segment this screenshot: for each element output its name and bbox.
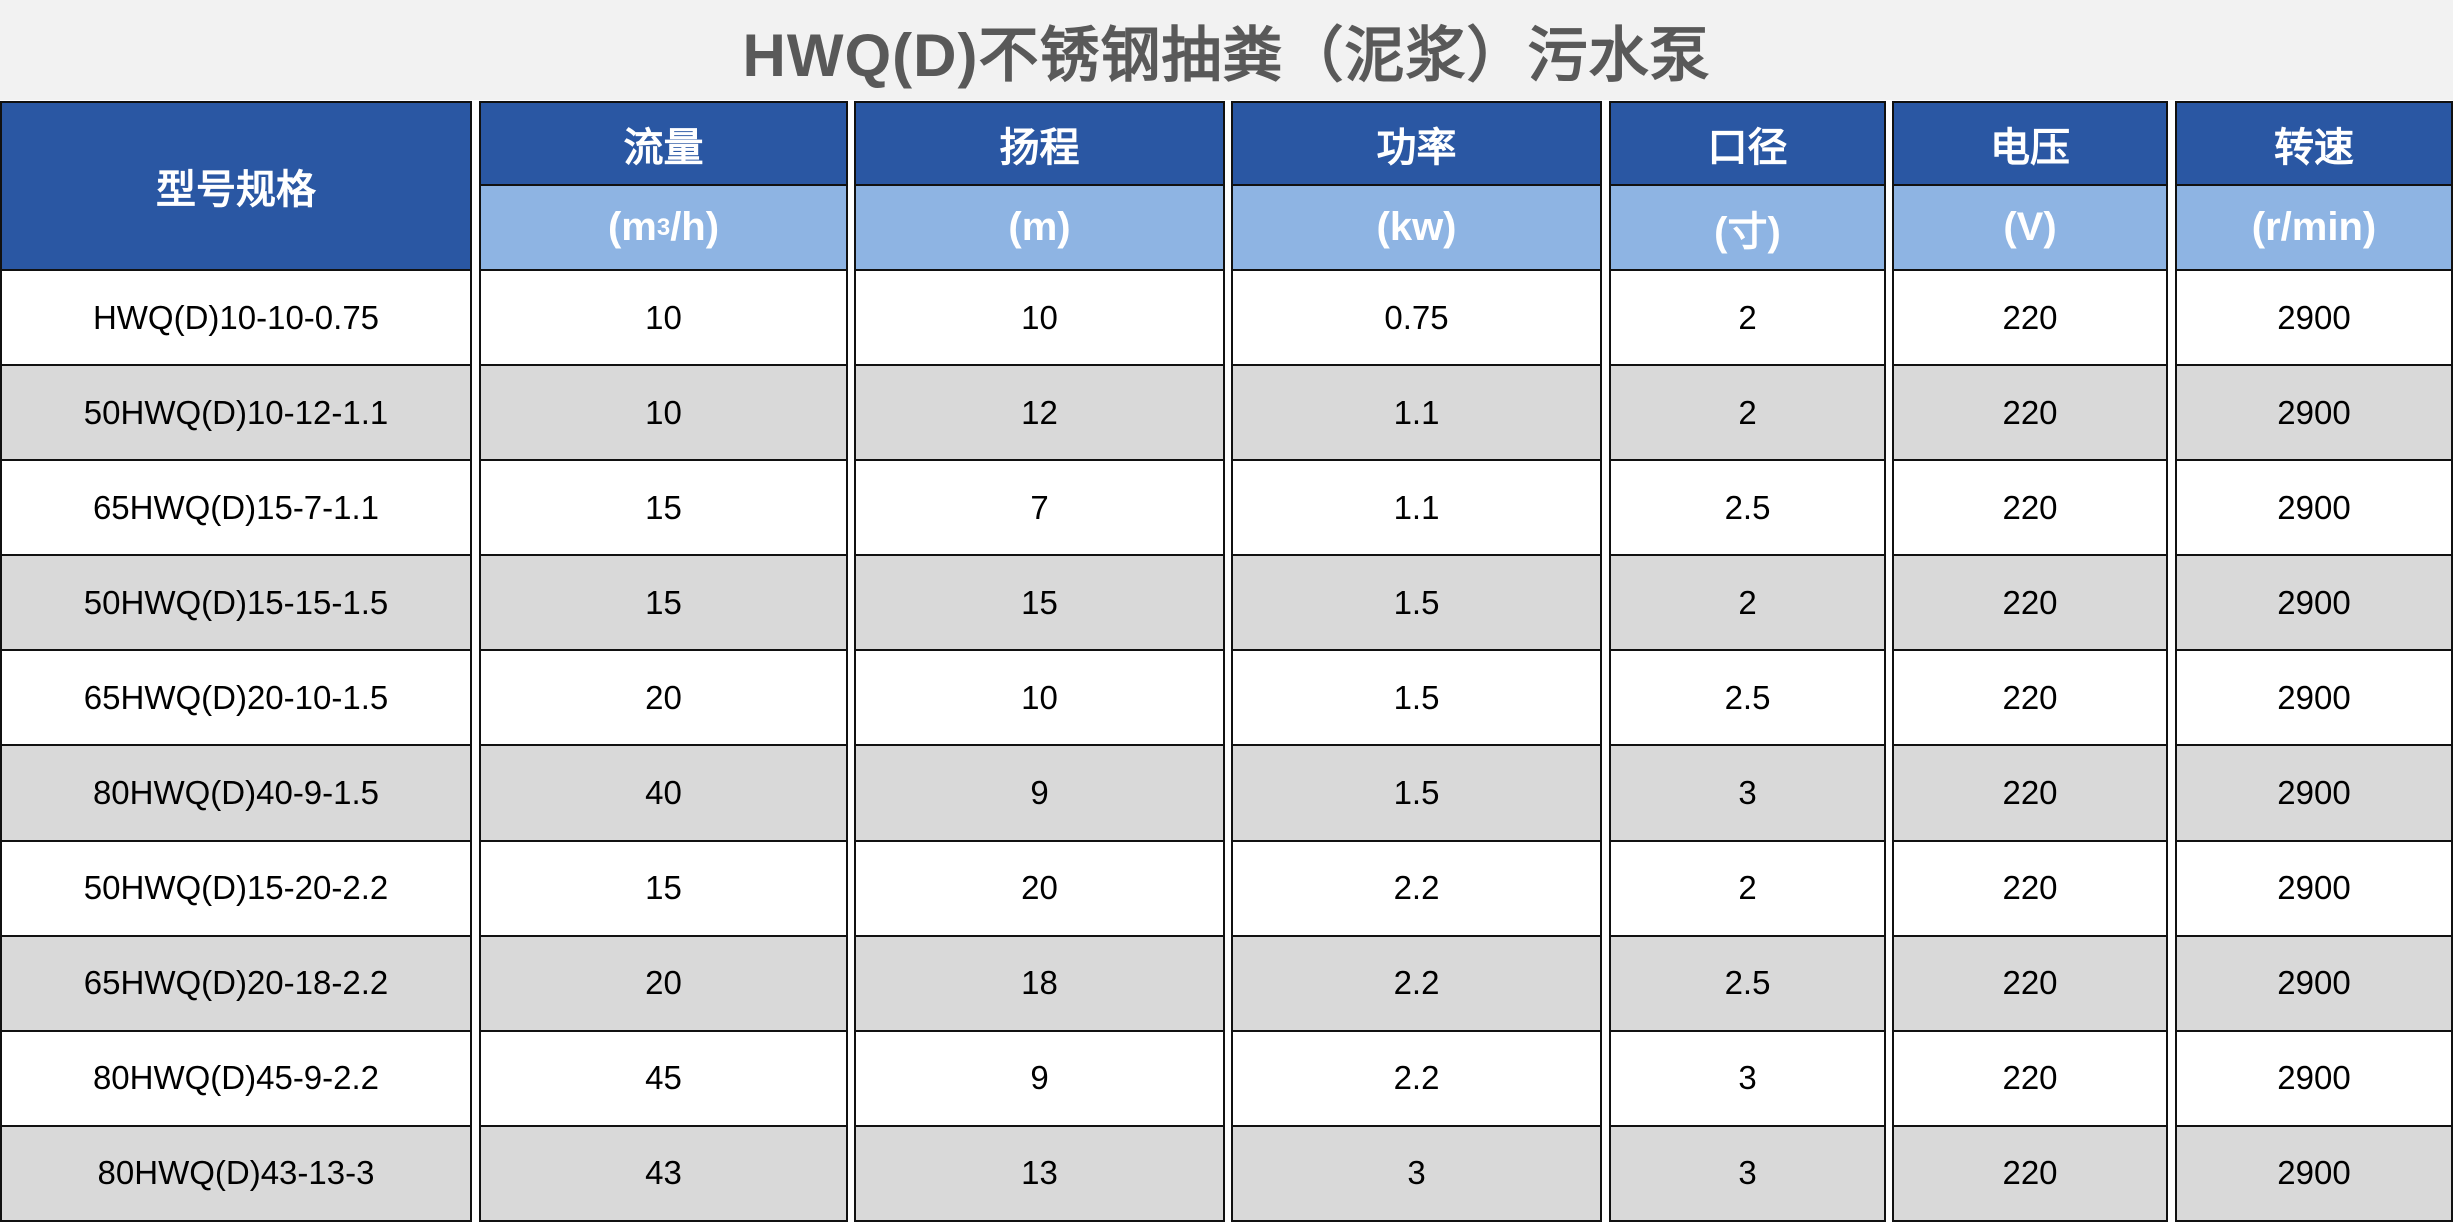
cell-head: 12 — [854, 366, 1225, 462]
cell-speed: 2900 — [2175, 461, 2453, 557]
cell-voltage: 220 — [1892, 271, 2168, 367]
cell-diameter: 3 — [1609, 1126, 1886, 1222]
cell-speed: 2900 — [2175, 1126, 2453, 1222]
cell-speed: 2900 — [2175, 556, 2453, 652]
cell-flow: 15 — [479, 556, 848, 652]
cell-flow: 15 — [479, 841, 848, 937]
cell-speed: 2900 — [2175, 746, 2453, 842]
unit-diameter: (寸) — [1609, 186, 1886, 271]
cell-power: 0.75 — [1231, 271, 1602, 367]
cell-speed: 2900 — [2175, 366, 2453, 462]
cell-head: 10 — [854, 651, 1225, 747]
cell-flow: 43 — [479, 1126, 848, 1222]
cell-flow: 20 — [479, 936, 848, 1032]
cell-speed: 2900 — [2175, 936, 2453, 1032]
unit-voltage: (V) — [1892, 186, 2168, 271]
cell-voltage: 220 — [1892, 556, 2168, 652]
cell-power: 2.2 — [1231, 1031, 1602, 1127]
unit-speed: (r/min) — [2175, 186, 2453, 271]
cell-flow: 10 — [479, 366, 848, 462]
cell-speed: 2900 — [2175, 651, 2453, 747]
cell-model: HWQ(D)10-10-0.75 — [0, 271, 472, 367]
cell-power: 2.2 — [1231, 936, 1602, 1032]
cell-voltage: 220 — [1892, 841, 2168, 937]
cell-head: 7 — [854, 461, 1225, 557]
cell-head: 20 — [854, 841, 1225, 937]
cell-voltage: 220 — [1892, 1031, 2168, 1127]
unit-superscript: 3 — [656, 213, 671, 241]
cell-head: 9 — [854, 1031, 1225, 1127]
unit-flow: (m 3/h) — [479, 186, 848, 271]
header-model: 型号规格 — [0, 101, 472, 271]
cell-voltage: 220 — [1892, 651, 2168, 747]
cell-flow: 45 — [479, 1031, 848, 1127]
cell-flow: 40 — [479, 746, 848, 842]
unit-power: (kw) — [1231, 186, 1602, 271]
cell-speed: 2900 — [2175, 1031, 2453, 1127]
cell-model: 65HWQ(D)20-18-2.2 — [0, 936, 472, 1032]
column-diameter: 口径 (寸) 2 2 2.5 2 2.5 3 2 2.5 3 3 — [1609, 101, 1886, 1223]
cell-head: 15 — [854, 556, 1225, 652]
cell-head: 9 — [854, 746, 1225, 842]
header-power: 功率 — [1231, 101, 1602, 186]
cell-flow: 20 — [479, 651, 848, 747]
cell-diameter: 3 — [1609, 746, 1886, 842]
cell-model: 80HWQ(D)45-9-2.2 — [0, 1031, 472, 1127]
cell-diameter: 2 — [1609, 366, 1886, 462]
cell-head: 10 — [854, 271, 1225, 367]
cell-head: 18 — [854, 936, 1225, 1032]
header-diameter: 口径 — [1609, 101, 1886, 186]
cell-model: 65HWQ(D)20-10-1.5 — [0, 651, 472, 747]
cell-head: 13 — [854, 1126, 1225, 1222]
cell-diameter: 2.5 — [1609, 651, 1886, 747]
column-power: 功率 (kw) 0.75 1.1 1.1 1.5 1.5 1.5 2.2 2.2 2.2 3 — [1231, 101, 1602, 1223]
cell-model: 50HWQ(D)15-15-1.5 — [0, 556, 472, 652]
column-flow: 流量 (m 3/h) 10 10 15 15 20 40 15 20 45 43 — [479, 101, 848, 1223]
cell-model: 50HWQ(D)15-20-2.2 — [0, 841, 472, 937]
cell-model: 80HWQ(D)43-13-3 — [0, 1126, 472, 1222]
header-voltage: 电压 — [1892, 101, 2168, 186]
unit-head: (m) — [854, 186, 1225, 271]
cell-model: 80HWQ(D)40-9-1.5 — [0, 746, 472, 842]
page-title: HWQ(D)不锈钢抽粪（泥浆）污水泵 — [0, 0, 2453, 100]
column-model: 型号规格 HWQ(D)10-10-0.75 50HWQ(D)10-12-1.1 65H… — [0, 101, 472, 1223]
cell-voltage: 220 — [1892, 936, 2168, 1032]
column-head: 扬程 (m) 10 12 7 15 10 9 20 18 9 13 — [854, 101, 1225, 1223]
header-speed: 转速 — [2175, 101, 2453, 186]
cell-voltage: 220 — [1892, 366, 2168, 462]
cell-diameter: 2.5 — [1609, 461, 1886, 557]
cell-diameter: 2 — [1609, 556, 1886, 652]
cell-diameter: 3 — [1609, 1031, 1886, 1127]
header-flow: 流量 — [479, 101, 848, 186]
header-head: 扬程 — [854, 101, 1225, 186]
cell-model: 50HWQ(D)10-12-1.1 — [0, 366, 472, 462]
column-speed: 转速 (r/min) 2900 2900 2900 2900 2900 2900 2900 290… — [2175, 101, 2453, 1223]
cell-power: 1.1 — [1231, 461, 1602, 557]
cell-diameter: 2 — [1609, 271, 1886, 367]
cell-speed: 2900 — [2175, 271, 2453, 367]
cell-model: 65HWQ(D)15-7-1.1 — [0, 461, 472, 557]
cell-power: 1.5 — [1231, 746, 1602, 842]
column-voltage: 电压 (V) 220 220 220 220 220 220 220 220 220 220 — [1892, 101, 2168, 1223]
cell-power: 2.2 — [1231, 841, 1602, 937]
unit-text: /h) — [670, 205, 720, 249]
cell-power: 3 — [1231, 1126, 1602, 1222]
cell-flow: 10 — [479, 271, 848, 367]
cell-power: 1.5 — [1231, 556, 1602, 652]
cell-voltage: 220 — [1892, 746, 2168, 842]
cell-power: 1.5 — [1231, 651, 1602, 747]
cell-speed: 2900 — [2175, 841, 2453, 937]
cell-diameter: 2.5 — [1609, 936, 1886, 1032]
cell-voltage: 220 — [1892, 461, 2168, 557]
cell-diameter: 2 — [1609, 841, 1886, 937]
unit-text: (m — [607, 205, 657, 249]
cell-power: 1.1 — [1231, 366, 1602, 462]
cell-voltage: 220 — [1892, 1126, 2168, 1222]
cell-flow: 15 — [479, 461, 848, 557]
